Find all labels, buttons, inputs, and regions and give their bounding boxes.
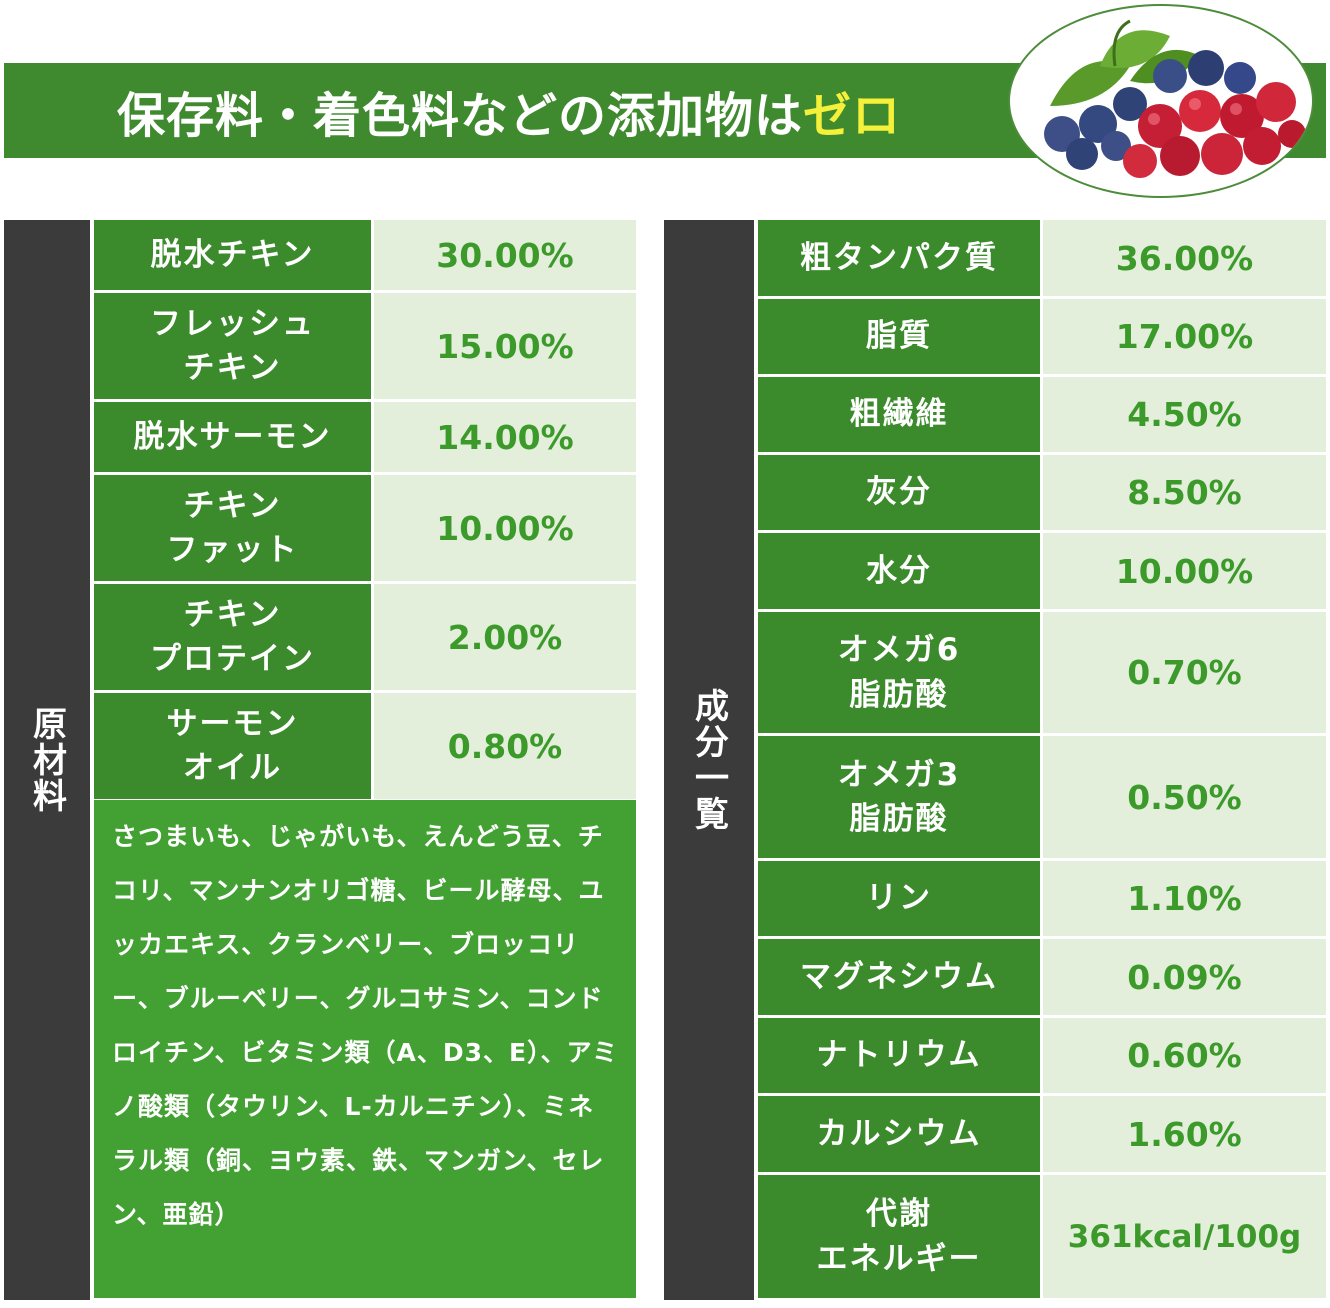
nutrient-value: 0.60% <box>1043 1018 1326 1093</box>
cranberry <box>1220 94 1264 138</box>
leaf <box>1050 61 1130 106</box>
table-row: リン 1.10% <box>758 861 1326 936</box>
table-row: 脱水チキン 30.00% <box>94 220 636 290</box>
cranberry <box>1201 133 1243 175</box>
other-ingredients: さつまいも、じゃがいも、えんどう豆、チコリ、マンナンオリゴ糖、ビール酵母、ユッカ… <box>94 800 636 1298</box>
table-row: 粗繊維 4.50% <box>758 377 1326 452</box>
ingredient-value: 2.00% <box>374 584 636 690</box>
nutrient-name: 代謝 エネルギー <box>758 1175 1040 1298</box>
blueberry <box>1224 62 1256 94</box>
nutrients-header: 成分一覧 <box>664 220 754 1300</box>
table-row: オメガ3 脂肪酸 0.50% <box>758 736 1326 858</box>
nutrient-value: 10.00% <box>1043 533 1326 609</box>
table-row: 代謝 エネルギー 361kcal/100g <box>758 1175 1326 1298</box>
ingredients-table: 原材料 脱水チキン 30.00% フレッシュ チキン 15.00% 脱水サーモン… <box>4 220 636 1300</box>
nutrient-name: ナトリウム <box>758 1018 1040 1093</box>
nutrient-value: 4.50% <box>1043 377 1326 452</box>
title-accent: ゼロ <box>803 87 902 144</box>
cranberry <box>1160 136 1200 176</box>
nutrient-name: 粗タンパク質 <box>758 220 1040 296</box>
ingredients-header: 原材料 <box>4 220 90 1300</box>
leaf-stem <box>1112 19 1131 67</box>
cranberry <box>1256 82 1296 122</box>
nutrient-name: 灰分 <box>758 455 1040 530</box>
table-row: チキン プロテイン 2.00% <box>94 584 636 690</box>
table-row: カルシウム 1.60% <box>758 1096 1326 1172</box>
ingredient-value: 0.80% <box>374 693 636 799</box>
ingredient-name: サーモン オイル <box>94 693 371 799</box>
highlight <box>1148 113 1160 125</box>
cranberry <box>1179 90 1221 132</box>
nutrient-name: 水分 <box>758 533 1040 609</box>
nutrients-table: 成分一覧 粗タンパク質 36.00% 脂質 17.00% 粗繊維 4.50% 灰… <box>664 220 1326 1300</box>
table-row: 脂質 17.00% <box>758 299 1326 374</box>
blueberry <box>1079 105 1117 143</box>
table-row: サーモン オイル 0.80% <box>94 693 636 799</box>
ingredient-value: 15.00% <box>374 293 636 399</box>
cranberry <box>1123 144 1157 178</box>
nutrient-value: 36.00% <box>1043 220 1326 296</box>
blueberry <box>1066 138 1098 170</box>
ingredient-name: フレッシュ チキン <box>94 293 371 399</box>
table-row: 水分 10.00% <box>758 533 1326 609</box>
table-row: 粗タンパク質 36.00% <box>758 220 1326 296</box>
nutrient-value: 361kcal/100g <box>1043 1175 1326 1298</box>
nutrient-value: 1.60% <box>1043 1096 1326 1172</box>
nutrient-name: マグネシウム <box>758 939 1040 1015</box>
ingredient-name: チキン ファット <box>94 475 371 581</box>
nutrient-name: リン <box>758 861 1040 936</box>
cranberry <box>1243 127 1281 165</box>
nutrient-value: 0.70% <box>1043 612 1326 733</box>
table-row: 灰分 8.50% <box>758 455 1326 530</box>
blueberry <box>1113 87 1147 121</box>
blueberry <box>1188 50 1224 86</box>
table-row: オメガ6 脂肪酸 0.70% <box>758 612 1326 733</box>
table-row: フレッシュ チキン 15.00% <box>94 293 636 399</box>
nutrient-value: 8.50% <box>1043 455 1326 530</box>
highlight <box>1189 98 1201 110</box>
nutrient-name: 粗繊維 <box>758 377 1040 452</box>
nutrient-name: 脂質 <box>758 299 1040 374</box>
table-row: マグネシウム 0.09% <box>758 939 1326 1015</box>
nutrient-value: 0.50% <box>1043 736 1326 858</box>
ingredient-name: 脱水サーモン <box>94 402 371 472</box>
nutrient-name: カルシウム <box>758 1096 1040 1172</box>
table-row: ナトリウム 0.60% <box>758 1018 1326 1093</box>
ingredient-name: チキン プロテイン <box>94 584 371 690</box>
ingredient-value: 10.00% <box>374 475 636 581</box>
nutrient-value: 0.09% <box>1043 939 1326 1015</box>
ingredient-value: 14.00% <box>374 402 636 472</box>
table-row: チキン ファット 10.00% <box>94 475 636 581</box>
leaf <box>1100 30 1170 68</box>
nutrient-name: オメガ3 脂肪酸 <box>758 736 1040 858</box>
page-title: 保存料・着色料などの添加物は ゼロ <box>4 63 1014 158</box>
nutrient-value: 1.10% <box>1043 861 1326 936</box>
nutrient-name: オメガ6 脂肪酸 <box>758 612 1040 733</box>
nutrient-value: 17.00% <box>1043 299 1326 374</box>
cranberry <box>1138 104 1182 148</box>
ingredient-value: 30.00% <box>374 220 636 290</box>
blueberry <box>1153 59 1187 93</box>
table-row: 脱水サーモン 14.00% <box>94 402 636 472</box>
ingredient-name: 脱水チキン <box>94 220 371 290</box>
berries-image <box>1008 4 1314 198</box>
blueberry <box>1101 131 1131 161</box>
berries-illustration <box>1044 19 1306 178</box>
highlight <box>1230 103 1242 115</box>
title-main: 保存料・着色料などの添加物は <box>116 87 803 144</box>
